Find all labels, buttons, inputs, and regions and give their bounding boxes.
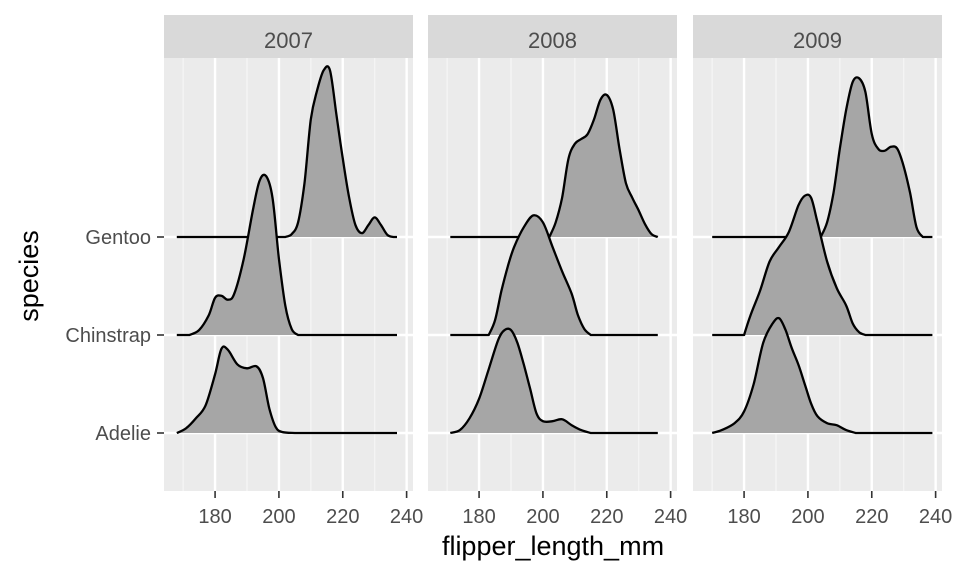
facet-strip (428, 15, 677, 58)
x-axis-2007: 180 200 220 240 (198, 491, 423, 528)
ridge-fill-gentoo (549, 94, 658, 237)
ridge-fill-adelie (450, 328, 591, 433)
facet-strip-label: 2007 (264, 28, 313, 53)
ridge-adelie (711, 316, 933, 435)
ridge-adelie (176, 345, 397, 435)
facet-panel-2009: 2009 180 200 220 240 (693, 15, 952, 528)
x-tick-label: 240 (390, 506, 423, 528)
ridge-fill-chinstrap (189, 174, 299, 335)
ridge-outline-chinstrap (450, 214, 658, 337)
ridge-fill-chinstrap (744, 194, 866, 335)
ridge-gentoo (712, 76, 933, 239)
facet-strip (164, 15, 413, 58)
y-axis-title: species (14, 230, 44, 322)
ridge-fill-gentoo (820, 77, 923, 237)
x-tick-label: 240 (654, 506, 687, 528)
ridge-fill-adelie (176, 346, 295, 433)
x-tick-label: 180 (462, 506, 495, 528)
x-tick-label: 180 (198, 506, 231, 528)
y-tick-label-gentoo: Gentoo (85, 227, 151, 249)
y-tick-label-adelie: Adelie (95, 423, 151, 445)
ridge-outline-chinstrap (176, 173, 397, 337)
x-axis-2009: 180 200 220 240 (727, 491, 952, 528)
y-axis: Adelie Chinstrap Gentoo (65, 227, 164, 445)
ridge-outline-adelie (449, 327, 658, 435)
x-tick-label: 220 (590, 506, 623, 528)
ridge-outline-gentoo (176, 65, 397, 239)
x-axis-title: flipper_length_mm (442, 531, 664, 561)
x-tick-label: 200 (526, 506, 559, 528)
facet-panel-2008: 2008 180 200 220 240 (428, 15, 687, 528)
ridge-gentoo (450, 93, 659, 239)
ridge-chinstrap (176, 173, 397, 337)
x-axis-2008: 180 200 220 240 (462, 491, 687, 528)
ridge-outline-gentoo (450, 93, 659, 239)
ridge-chinstrap (450, 214, 658, 337)
facet-strip-label: 2009 (793, 28, 842, 53)
x-tick-label: 240 (919, 506, 952, 528)
facet-panel-2007: 2007 180 200 220 240 (164, 15, 423, 528)
facet-strip-label: 2008 (528, 28, 577, 53)
ridge-gentoo (176, 65, 397, 239)
x-tick-label: 200 (262, 506, 295, 528)
y-tick-label-chinstrap: Chinstrap (65, 325, 151, 347)
ridge-outline-adelie (176, 345, 397, 435)
x-tick-label: 220 (326, 506, 359, 528)
x-tick-label: 180 (727, 506, 760, 528)
x-tick-label: 200 (791, 506, 824, 528)
ridge-outline-adelie (711, 316, 933, 435)
facet-strip (693, 15, 942, 58)
ridge-fill-chinstrap (488, 215, 591, 335)
ridge-fill-gentoo (285, 66, 394, 237)
x-tick-label: 220 (855, 506, 888, 528)
ridge-adelie (449, 327, 658, 435)
ridge-outline-chinstrap (712, 193, 933, 337)
ridge-outline-gentoo (712, 76, 933, 239)
ridge-chinstrap (712, 193, 933, 337)
